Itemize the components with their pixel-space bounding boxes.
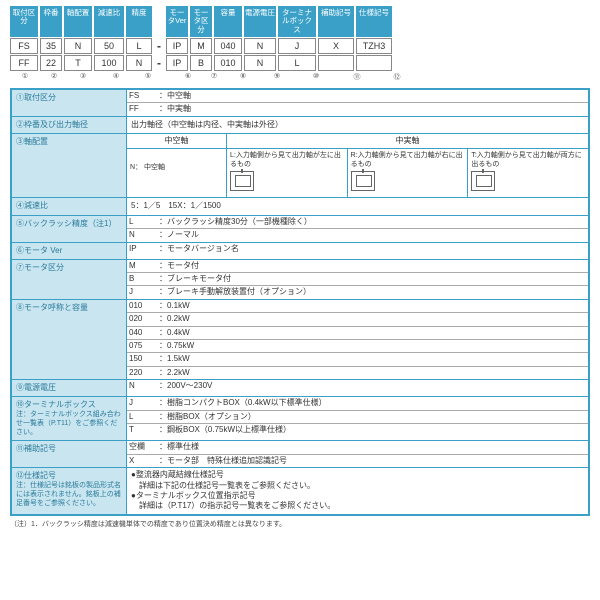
section-content: N：200V～230V: [127, 380, 588, 396]
cell-cell: X: [318, 38, 354, 54]
shaft-icon: [230, 171, 254, 191]
cell-cell: M: [190, 38, 212, 54]
hdr-cell: 減速比: [94, 6, 124, 37]
section-content: 5：1／5 15X：1／1500: [127, 198, 588, 214]
cell-cell: IP: [166, 38, 188, 54]
section-content: M：モータ付B：ブレーキモータ付J：ブレーキ手動解放装置付（オプション）: [127, 260, 588, 299]
footnote: （注）1．バックラッシ精度は減速機単体での精度であり位置決め精度とは異なります。: [10, 519, 590, 529]
section-label: ⑥モータ Ver: [12, 243, 127, 259]
section-row: ⑩ターミナルボックス注：ターミナルボックス組み合わせ一覧表（P.T11）をご参照…: [12, 396, 588, 440]
section-content: ●整流器内蔵結線仕様記号 詳細は下記の仕様記号一覧表をご参照ください。●ターミナ…: [127, 468, 588, 514]
cell-cell: N: [126, 55, 152, 71]
section-content: L：バックラッシ精度30分（一部機種除く）N：ノーマル: [127, 216, 588, 242]
cell-cell: B: [190, 55, 212, 71]
cell-cell: TZH3: [356, 38, 392, 54]
hdr-cell: 枠番: [40, 6, 62, 37]
cell-cell: 35: [40, 38, 62, 54]
cell-cell: 22: [40, 55, 62, 71]
cell-cell: N: [64, 38, 92, 54]
cell-cell: J: [278, 38, 316, 54]
section-label: ⑦モータ区分: [12, 260, 127, 299]
cell-cell: 010: [214, 55, 242, 71]
section-label: ⑨電源電圧: [12, 380, 127, 396]
section-content: 中空軸中実軸N： 中空軸L:入力軸側から見て出力軸が左に出るものR:入力軸側から…: [127, 134, 588, 198]
hdr-cell: 電源電圧: [244, 6, 276, 37]
section-row: ⑪補助記号空欄：標準仕様X：モータ部 特殊仕様追加認識記号: [12, 440, 588, 467]
section-row: ①取付区分FS：中空軸FF：中実軸: [12, 90, 588, 116]
section-label: ⑧モータ呼称と容量: [12, 300, 127, 379]
cell-cell: FF: [10, 55, 38, 71]
hdr-cell: 取付区分: [10, 6, 38, 37]
cell-cell: 100: [94, 55, 124, 71]
section-row: ④減速比5：1／5 15X：1／1500: [12, 197, 588, 214]
hdr-cell: 補助記号: [318, 6, 354, 37]
section-content: 出力軸径（中空軸は内径、中実軸は外径）: [127, 117, 588, 133]
section-content: FS：中空軸FF：中実軸: [127, 90, 588, 116]
section-label: ②枠番及び出力軸径: [12, 117, 127, 133]
cell-cell: 50: [94, 38, 124, 54]
section-content: 010：0.1kW020：0.2kW040：0.4kW075：0.75kW150…: [127, 300, 588, 379]
section-row: ⑤バックラッシ精度（注1）L：バックラッシ精度30分（一部機種除く）N：ノーマル: [12, 215, 588, 242]
section-content: IP：モータバージョン名: [127, 243, 588, 259]
section-label: ①取付区分: [12, 90, 127, 116]
section-row: ⑦モータ区分M：モータ付B：ブレーキモータ付J：ブレーキ手動解放装置付（オプショ…: [12, 259, 588, 299]
cell-cell: N: [244, 55, 276, 71]
cell-cell: FS: [10, 38, 38, 54]
dash: -: [154, 38, 164, 54]
section-content: J：樹脂コンパクトBOX（0.4kW以下標準仕様）L：樹脂BOX（オプション）T…: [127, 397, 588, 440]
section-row: ⑧モータ呼称と容量010：0.1kW020：0.2kW040：0.4kW075：…: [12, 299, 588, 379]
cell-cell: [318, 55, 354, 71]
section-label: ⑪補助記号: [12, 441, 127, 467]
dash: -: [154, 55, 164, 71]
shaft-icon: [471, 171, 495, 191]
section-label: ⑤バックラッシ精度（注1）: [12, 216, 127, 242]
cell-cell: L: [278, 55, 316, 71]
section-content: 空欄：標準仕様X：モータ部 特殊仕様追加認識記号: [127, 441, 588, 467]
cell-cell: IP: [166, 55, 188, 71]
section-row: ②枠番及び出力軸径出力軸径（中空軸は内径、中実軸は外径）: [12, 116, 588, 133]
section-label: ⑩ターミナルボックス注：ターミナルボックス組み合わせ一覧表（P.T11）をご参照…: [12, 397, 127, 440]
cell-cell: [356, 55, 392, 71]
section-row: ⑫仕様記号注：仕様記号は銘板の製品形式名には表示されません。銘板上の補足番号をご…: [12, 467, 588, 514]
section-row: ⑨電源電圧N：200V～230V: [12, 379, 588, 396]
hdr-cell: 仕様記号: [356, 6, 392, 37]
section-label: ⑫仕様記号注：仕様記号は銘板の製品形式名には表示されません。銘板上の補足番号をご…: [12, 468, 127, 514]
cell-cell: L: [126, 38, 152, 54]
shaft-icon: [351, 171, 375, 191]
section-label: ③軸配置: [12, 134, 127, 198]
cell-cell: T: [64, 55, 92, 71]
hdr-cell: 容量: [214, 6, 242, 37]
hdr-cell: ターミナルボックス: [278, 6, 316, 37]
cell-cell: 040: [214, 38, 242, 54]
hdr-cell: 精度: [126, 6, 152, 37]
hdr-cell: モータ区分: [190, 6, 212, 37]
cell-cell: N: [244, 38, 276, 54]
hdr-cell: 軸配置: [64, 6, 92, 37]
hdr-cell: モータVer: [166, 6, 188, 37]
section-label: ④減速比: [12, 198, 127, 214]
dash: [154, 6, 164, 37]
section-row: ③軸配置中空軸中実軸N： 中空軸L:入力軸側から見て出力軸が左に出るものR:入力…: [12, 133, 588, 198]
section-row: ⑥モータ VerIP：モータバージョン名: [12, 242, 588, 259]
